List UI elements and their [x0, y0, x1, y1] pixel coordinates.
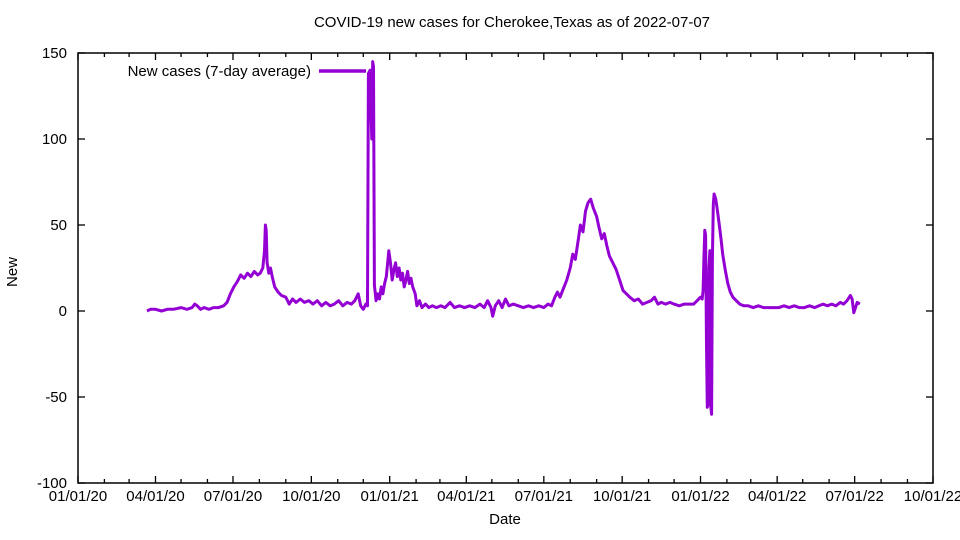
plot-frame [77, 52, 934, 484]
x-tick-label: 10/01/21 [593, 488, 651, 505]
y-tick-label: 150 [42, 45, 67, 62]
chart-title: COVID-19 new cases for Cherokee,Texas as… [314, 14, 710, 31]
x-tick-label: 07/01/20 [204, 488, 262, 505]
y-tick-label: -50 [45, 389, 67, 406]
x-tick-label: 07/01/21 [515, 488, 573, 505]
x-tick-label: 04/01/20 [126, 488, 184, 505]
legend-label: New cases (7-day average) [128, 63, 311, 80]
x-tick-label: 01/01/22 [671, 488, 729, 505]
y-axis-label: New [4, 257, 21, 287]
y-tick-label: 50 [50, 217, 67, 234]
new-cases-line [146, 60, 861, 416]
x-tick-label: 07/01/22 [825, 488, 883, 505]
y-tick-label: -100 [37, 475, 67, 492]
x-tick-label: 04/01/22 [748, 488, 806, 505]
x-tick-label: 01/01/20 [49, 488, 107, 505]
y-tick-label: 100 [42, 131, 67, 148]
x-tick-label: 04/01/21 [437, 488, 495, 505]
x-axis-label: Date [489, 511, 521, 528]
x-tick-label: 01/01/21 [360, 488, 418, 505]
y-tick-label: 0 [59, 303, 67, 320]
x-tick-label: 10/01/20 [282, 488, 340, 505]
x-tick-label: 10/01/22 [904, 488, 960, 505]
